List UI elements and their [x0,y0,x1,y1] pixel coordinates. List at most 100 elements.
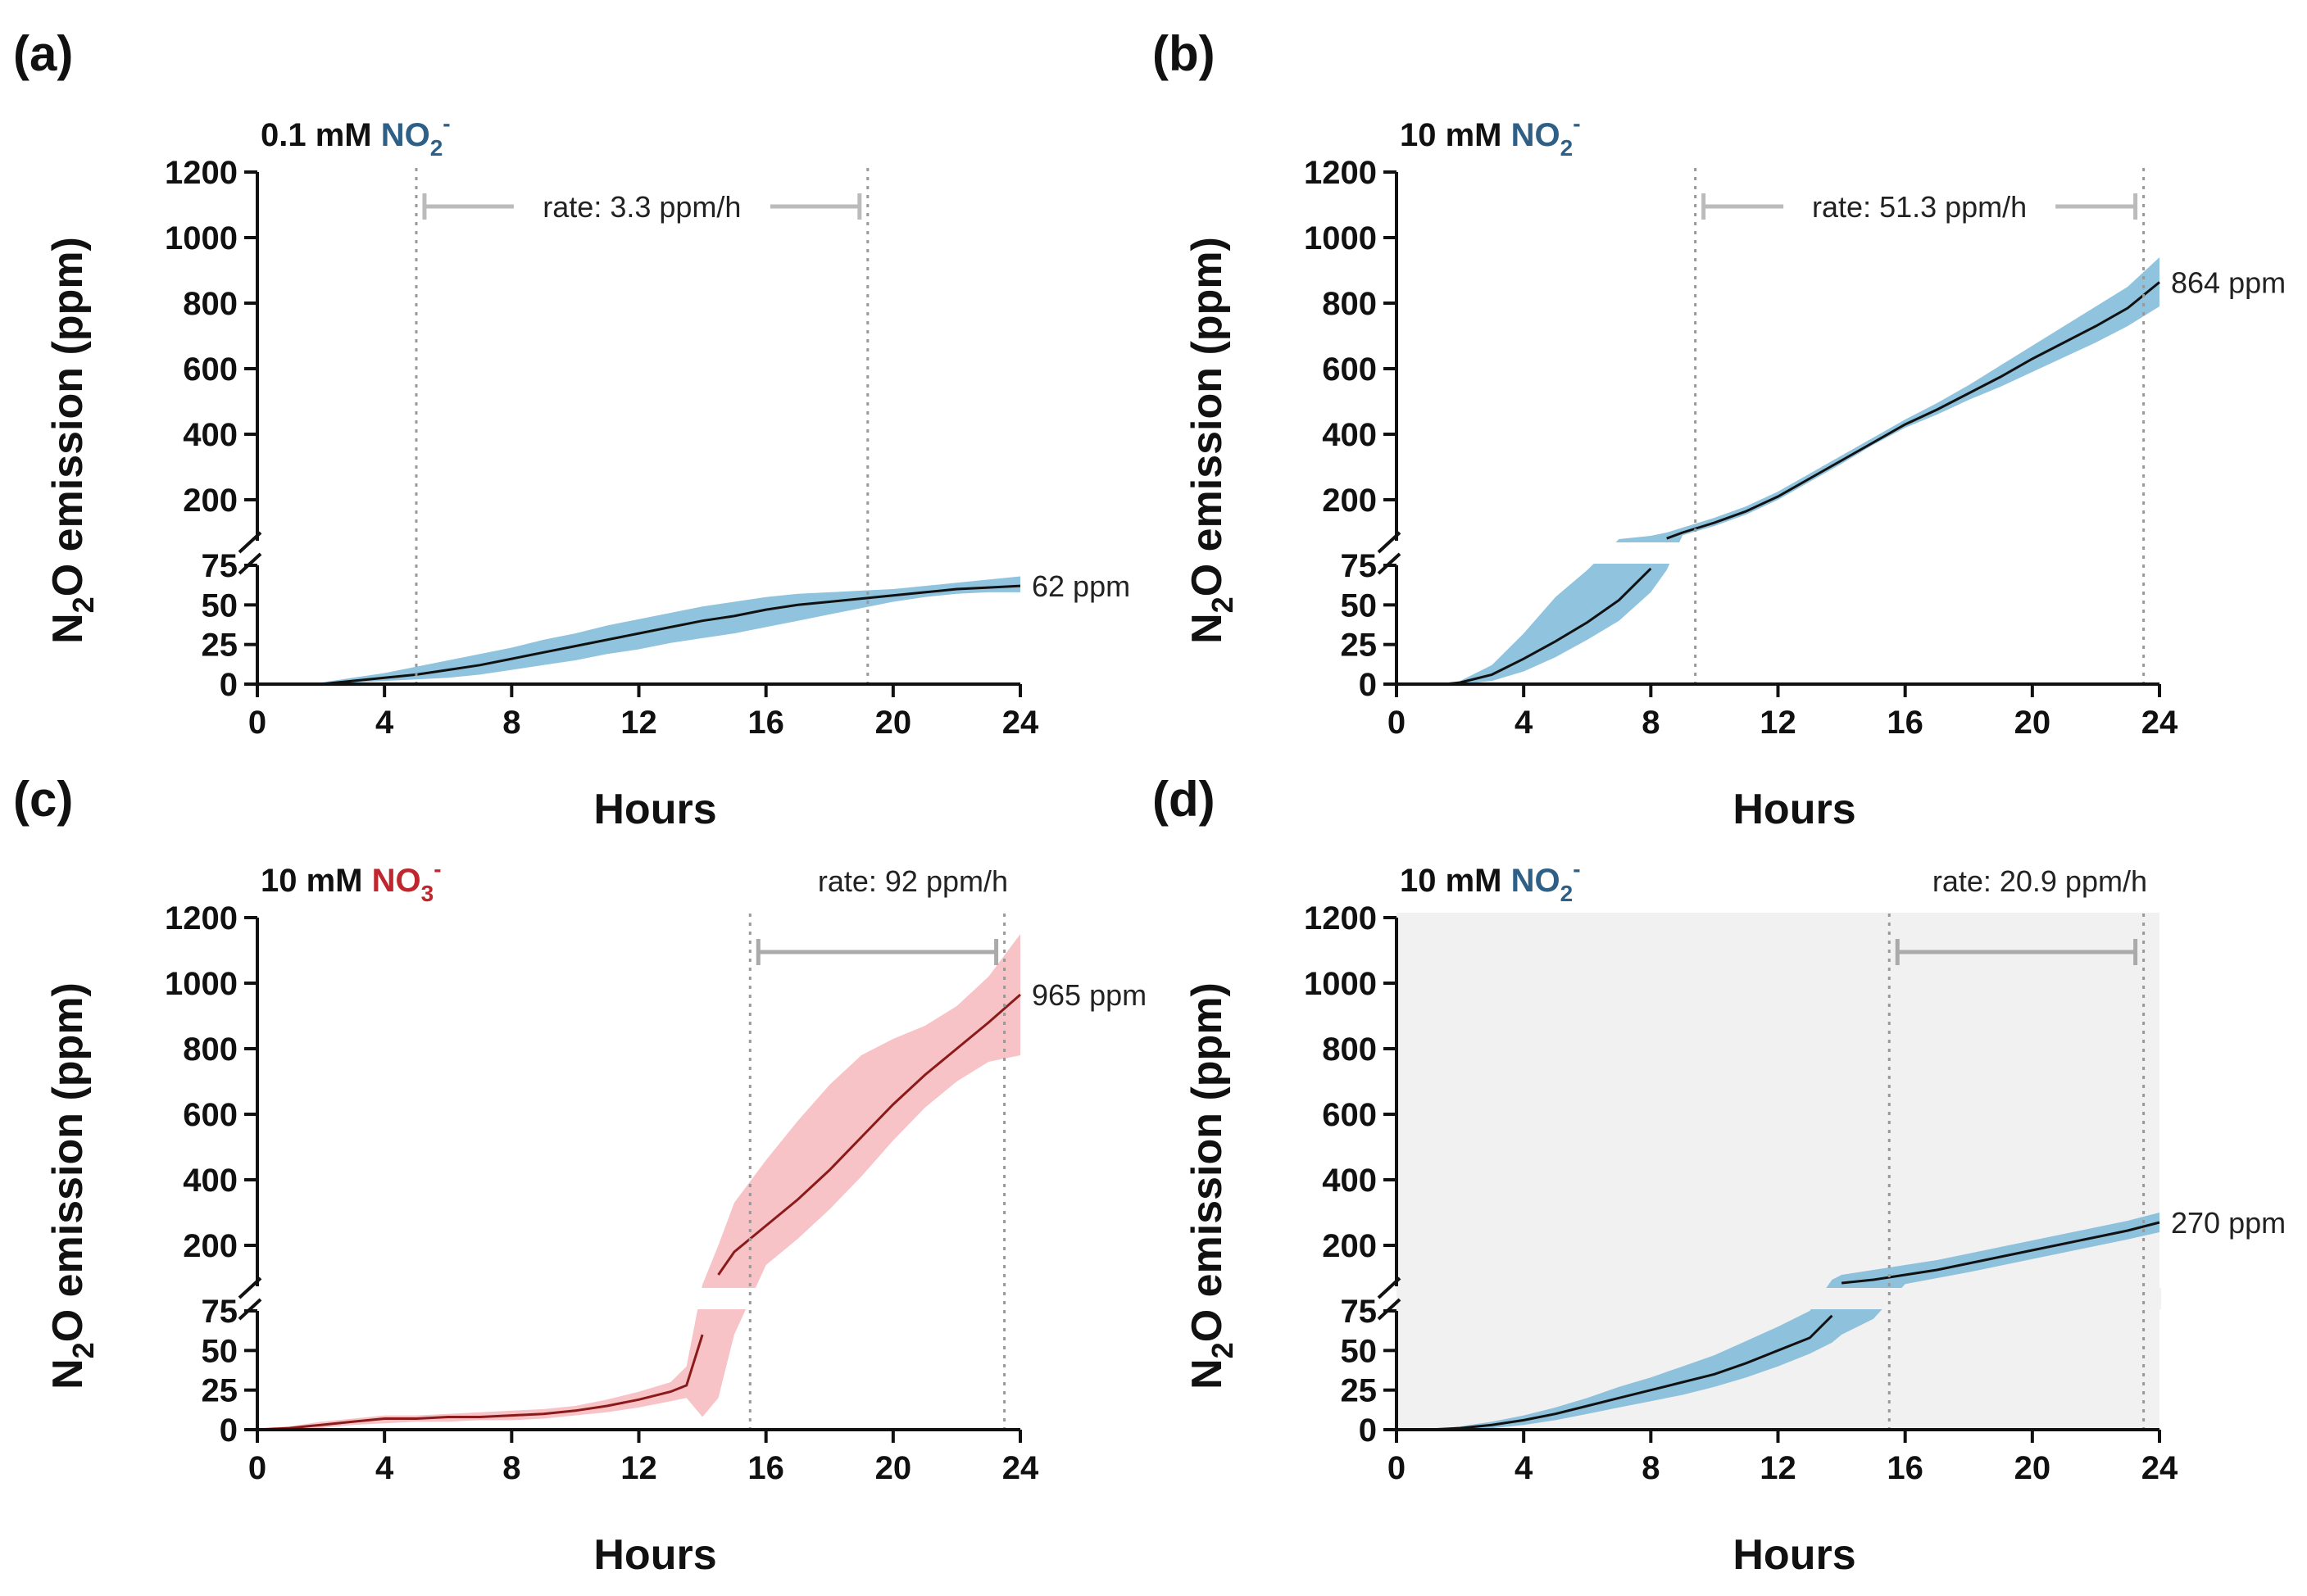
mean-line-upper [1666,281,2160,540]
x-axis-title: Hours [593,786,716,833]
panel-label: (c) [13,772,73,827]
x-tick-label: 12 [1760,705,1796,741]
x-tick-label: 16 [1887,1450,1923,1486]
confidence-band [1396,1213,2159,1430]
condition-title: 0.1 mM NO2- [261,111,451,161]
y-axis-title: N2O emission (ppm) [1183,982,1239,1390]
x-tick-label: 20 [2014,705,2051,741]
y-tick-label: 50 [202,1333,238,1369]
y-tick-label: 1000 [165,220,238,256]
x-tick-label: 4 [375,1450,394,1486]
y-axis-title-group: N2O emission (ppm) [44,982,100,1390]
y-tick-label: 0 [220,1412,238,1449]
y-tick-label: 1200 [165,155,238,191]
x-tick-label: 20 [2014,1450,2051,1486]
chart-panel-a: (a) 0.1 mM NO2- rate: 3.3 ppm/h 62 ppm 0 4 8 12… [13,26,1130,833]
axis-break-gap [259,1288,1022,1309]
x-tick-label: 24 [1002,705,1039,741]
confidence-band [257,576,1020,684]
y-tick-label: 200 [1322,1228,1377,1264]
y-tick-label: 1000 [165,966,238,1002]
x-tick-label: 0 [1387,705,1406,741]
confidence-band [257,934,1020,1430]
y-tick-label: 50 [1341,587,1378,623]
y-tick-label: 1200 [1304,155,1377,191]
y-tick-label: 1000 [1304,966,1377,1002]
x-tick-label: 12 [620,1450,657,1486]
y-tick-label: 50 [1341,1333,1378,1369]
x-tick-label: 16 [747,705,784,741]
y-tick-label: 25 [202,628,238,664]
axis-break-gap [1398,1288,2161,1309]
y-tick-label: 400 [183,417,238,453]
y-axis-title-group: N2O emission (ppm) [1183,982,1239,1390]
y-tick-label: 600 [1322,1097,1377,1133]
x-axis-title: Hours [1733,1531,1855,1579]
y-tick-label: 600 [183,1097,238,1133]
chart-panel-d: (d) 10 mM NO2- rate: 20.9 ppm/h 270 ppm 0 4 8 1… [1152,772,2286,1579]
y-axis-title: N2O emission (ppm) [44,237,100,644]
x-tick-label: 0 [248,705,266,741]
y-tick-label: 50 [202,587,238,623]
panel-label: (b) [1152,26,1215,81]
y-tick-label: 600 [183,351,238,388]
y-tick-label: 75 [202,548,238,584]
y-tick-label: 1200 [1304,900,1377,936]
y-tick-label: 25 [1341,628,1378,664]
y-tick-label: 1000 [1304,220,1377,256]
y-tick-label: 0 [220,667,238,703]
rate-label: rate: 92 ppm/h [818,864,1008,898]
x-tick-label: 16 [1887,705,1923,741]
y-tick-label: 800 [183,286,238,322]
rate-label: rate: 3.3 ppm/h [543,190,741,224]
condition-title: 10 mM NO2- [1400,111,1581,161]
condition-title: 10 mM NO3- [261,856,442,906]
x-tick-label: 12 [620,705,657,741]
x-tick-label: 8 [1642,1450,1660,1486]
end-value-label: 270 ppm [2171,1206,2286,1240]
mean-line-lower [257,1334,704,1431]
end-value-label: 864 ppm [2171,265,2286,299]
x-tick-label: 4 [1515,705,1533,741]
y-tick-label: 75 [202,1294,238,1330]
y-tick-label: 200 [183,483,238,519]
chart-panel-b: (b) 10 mM NO2- rate: 51.3 ppm/h 864 ppm 0 4 8 1… [1152,26,2286,833]
y-axis-title: N2O emission (ppm) [1183,237,1239,644]
mean-line-upper [1841,1221,2160,1285]
mean-line-lower [1396,1314,1833,1431]
mean-line-upper [717,993,1021,1276]
chart-panel-c: (c) 10 mM NO3- rate: 92 ppm/h 965 ppm 0 4 8 12 1… [13,772,1147,1579]
y-tick-label: 400 [1322,417,1377,453]
y-tick-label: 400 [1322,1163,1377,1199]
y-tick-label: 600 [1322,351,1377,388]
y-tick-label: 75 [1341,1294,1378,1330]
axis-break-gap [259,542,1022,564]
axis-break-gap [1398,542,2161,564]
rate-label: rate: 51.3 ppm/h [1812,190,2027,224]
y-axis-title: N2O emission (ppm) [44,982,100,1390]
x-tick-label: 24 [2141,705,2178,741]
x-tick-label: 12 [1760,1450,1796,1486]
x-tick-label: 8 [1642,705,1660,741]
axis-break-mark [238,531,262,554]
y-tick-label: 800 [1322,286,1377,322]
y-tick-label: 0 [1359,1412,1377,1449]
x-tick-label: 24 [1002,1450,1039,1486]
y-tick-label: 25 [1341,1373,1378,1409]
x-tick-label: 20 [875,1450,912,1486]
condition-title: 10 mM NO2- [1400,856,1581,906]
x-tick-label: 20 [875,705,912,741]
mean-line-lower [257,584,1021,686]
panel-label: (d) [1152,772,1215,827]
y-tick-label: 0 [1359,667,1377,703]
y-tick-label: 200 [1322,483,1377,519]
x-tick-label: 8 [502,1450,520,1486]
x-tick-label: 4 [1515,1450,1533,1486]
y-axis-title-group: N2O emission (ppm) [1183,237,1239,644]
y-axis-title-group: N2O emission (ppm) [44,237,100,644]
panel-label: (a) [13,26,73,81]
end-value-label: 62 ppm [1032,569,1130,603]
y-tick-label: 800 [1322,1032,1377,1068]
y-tick-label: 25 [202,1373,238,1409]
